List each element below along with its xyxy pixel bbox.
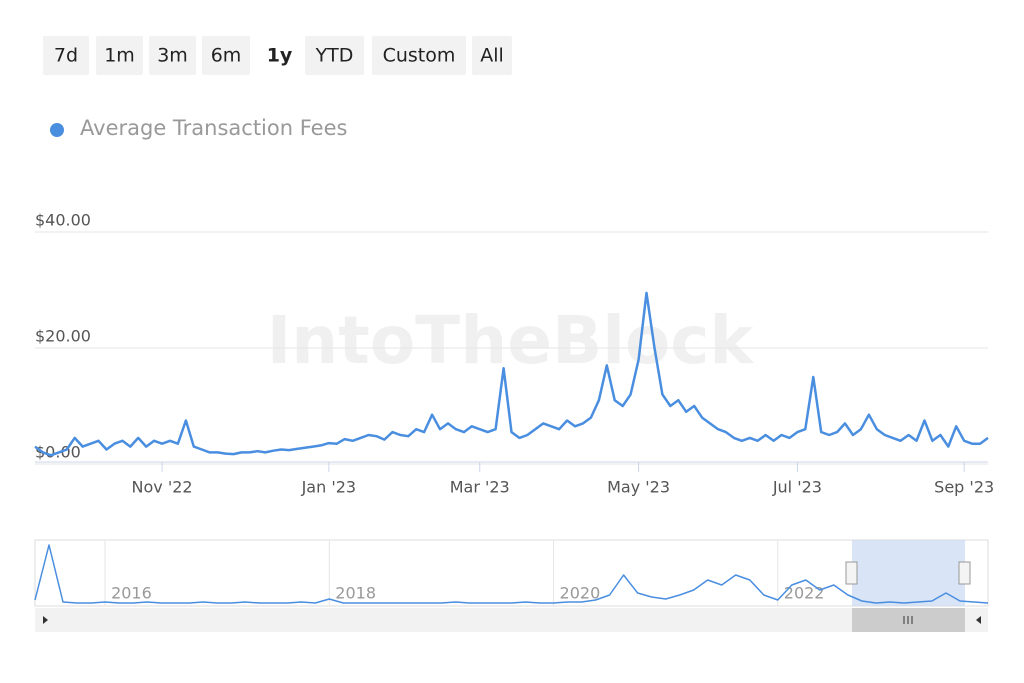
navigator-handle[interactable] [845, 561, 858, 585]
navigator-line [34, 544, 989, 604]
range-button[interactable] [202, 36, 250, 75]
x-tick-label: Jan '23 [301, 478, 357, 497]
range-button[interactable] [472, 36, 512, 75]
legend-marker[interactable] [50, 123, 64, 137]
watermark: IntoTheBlock [267, 302, 756, 379]
range-button-label[interactable]: 3m [157, 45, 188, 67]
navigator-selection[interactable] [852, 540, 965, 606]
x-tick-label: Nov '22 [132, 478, 193, 497]
legend-label[interactable]: Average Transaction Fees [80, 116, 347, 140]
x-tick-label: Jul '23 [772, 478, 822, 497]
y-tick-label: $20.00 [35, 327, 91, 346]
range-button-label[interactable]: 1m [104, 45, 135, 67]
range-button[interactable] [149, 36, 196, 75]
x-tick-label: Mar '23 [450, 478, 510, 497]
navigator-label: 2020 [560, 584, 601, 603]
range-button-label[interactable]: YTD [315, 45, 354, 67]
range-button-label[interactable]: All [480, 45, 504, 67]
range-button[interactable] [372, 36, 466, 75]
x-tick-label: May '23 [607, 478, 670, 497]
range-button[interactable] [305, 36, 364, 75]
scrollbar-track[interactable] [35, 608, 988, 632]
navigator-label: 2016 [111, 584, 152, 603]
x-tick-label: Sep '23 [934, 478, 994, 497]
range-button-label[interactable]: 6m [211, 45, 242, 67]
y-tick-label: $40.00 [35, 211, 91, 230]
navigator-handle[interactable] [958, 561, 971, 585]
navigator-label: 2022 [784, 584, 825, 603]
data-line [34, 291, 989, 457]
range-button-label[interactable]: Custom [383, 45, 456, 67]
navigator-frame [34, 539, 989, 607]
scroll-left[interactable] [43, 616, 48, 624]
scrollbar-grip [903, 616, 913, 624]
range-button-label[interactable]: 7d [54, 45, 78, 67]
range-button[interactable] [96, 36, 143, 75]
scroll-right[interactable] [976, 616, 981, 624]
range-button[interactable] [43, 36, 89, 75]
range-button-label[interactable]: 1y [267, 45, 293, 67]
navigator-label: 2018 [335, 584, 376, 603]
